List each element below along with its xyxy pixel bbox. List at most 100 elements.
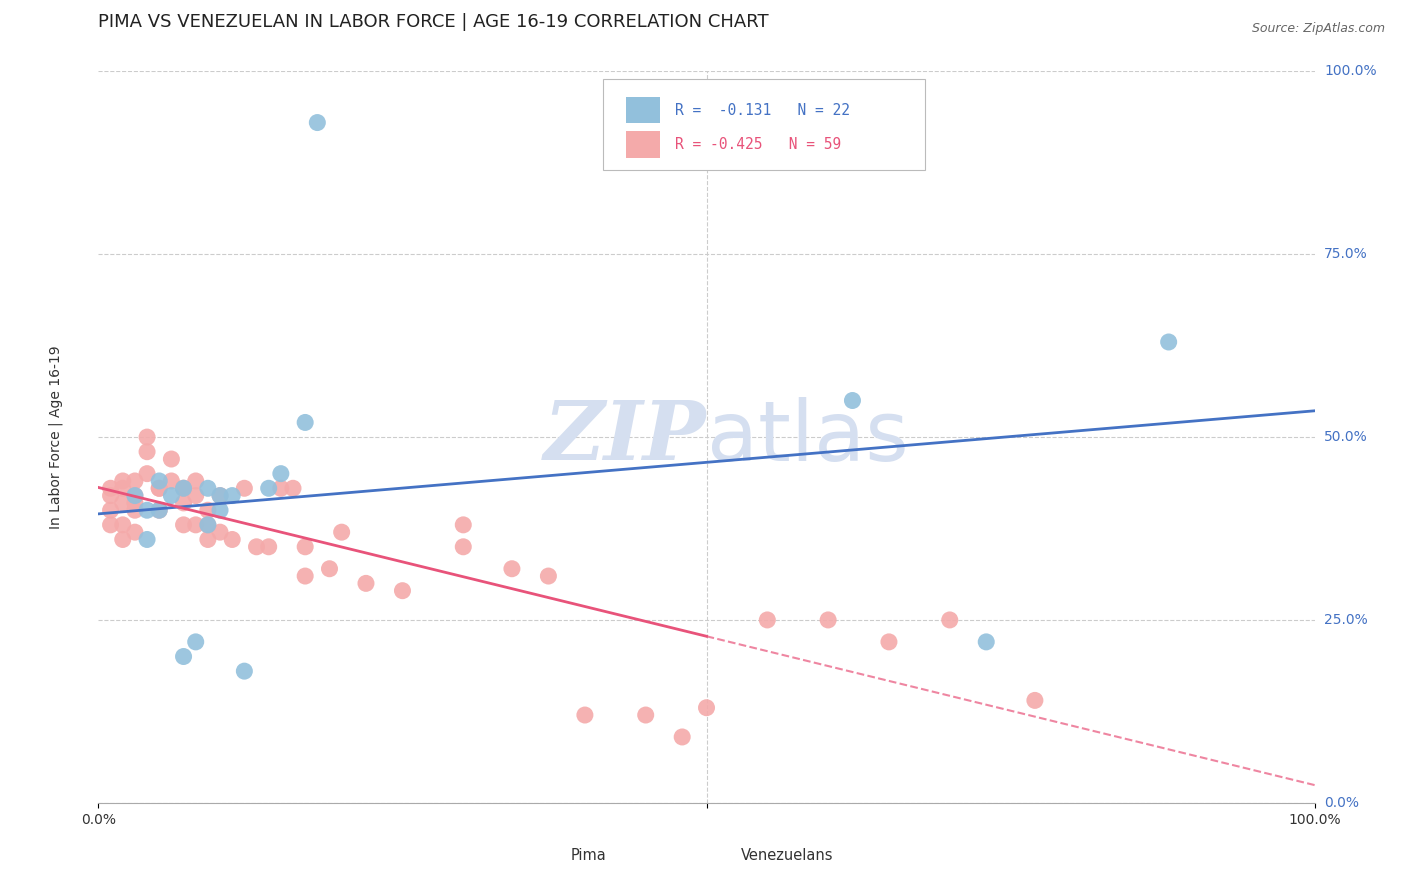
Point <box>124 489 146 503</box>
Point <box>173 496 195 510</box>
Point <box>939 613 962 627</box>
Point <box>671 730 693 744</box>
Point <box>100 517 122 532</box>
Point <box>124 474 146 488</box>
Point <box>307 115 329 129</box>
Text: In Labor Force | Age 16-19: In Labor Force | Age 16-19 <box>49 345 63 529</box>
Point <box>453 517 475 532</box>
Point <box>696 700 718 714</box>
Point <box>817 613 839 627</box>
Point <box>233 664 256 678</box>
Point <box>209 525 232 540</box>
Point <box>318 562 340 576</box>
Point <box>270 467 292 481</box>
Point <box>184 517 207 532</box>
Point <box>111 517 134 532</box>
Point <box>221 533 243 547</box>
Point <box>233 481 256 495</box>
Point <box>160 474 183 488</box>
Point <box>111 474 134 488</box>
Point <box>136 467 159 481</box>
Point <box>124 503 146 517</box>
Point <box>160 489 183 503</box>
Text: 25.0%: 25.0% <box>1324 613 1368 627</box>
Point <box>148 503 170 517</box>
Point <box>294 540 316 554</box>
Point <box>453 540 475 554</box>
Point <box>197 481 219 495</box>
Text: ZIP: ZIP <box>544 397 707 477</box>
Point <box>184 474 207 488</box>
Point <box>257 540 280 554</box>
Point <box>1157 334 1180 349</box>
Point <box>173 517 195 532</box>
Text: atlas: atlas <box>707 397 908 477</box>
Text: Source: ZipAtlas.com: Source: ZipAtlas.com <box>1251 22 1385 36</box>
Point <box>197 533 219 547</box>
Point <box>537 569 560 583</box>
Point <box>354 576 377 591</box>
Point <box>270 481 292 495</box>
Point <box>257 481 280 495</box>
Point <box>1024 693 1046 707</box>
Text: PIMA VS VENEZUELAN IN LABOR FORCE | AGE 16-19 CORRELATION CHART: PIMA VS VENEZUELAN IN LABOR FORCE | AGE … <box>98 13 769 31</box>
Point <box>100 503 122 517</box>
Point <box>160 452 183 467</box>
Point <box>281 481 304 495</box>
Point <box>173 481 195 495</box>
Point <box>136 430 159 444</box>
Point <box>330 525 353 540</box>
Point <box>756 613 779 627</box>
Point <box>136 533 159 547</box>
Point <box>391 583 413 598</box>
Point <box>184 489 207 503</box>
Point <box>148 503 170 517</box>
Point <box>111 533 134 547</box>
Text: 0.0%: 0.0% <box>1324 796 1360 810</box>
Point <box>294 416 316 430</box>
Point <box>974 635 997 649</box>
Bar <box>626 97 661 123</box>
Point <box>184 635 207 649</box>
Text: 100.0%: 100.0% <box>1324 64 1376 78</box>
Point <box>173 481 195 495</box>
Point <box>148 481 170 495</box>
Bar <box>536 846 561 866</box>
Point <box>173 481 195 495</box>
Point <box>148 481 170 495</box>
Point <box>294 569 316 583</box>
Point <box>124 525 146 540</box>
Text: 50.0%: 50.0% <box>1324 430 1368 444</box>
Point <box>209 503 232 517</box>
Point <box>221 489 243 503</box>
Point <box>197 517 219 532</box>
Point <box>501 562 523 576</box>
Point <box>100 489 122 503</box>
Point <box>111 496 134 510</box>
Text: R =  -0.131   N = 22: R = -0.131 N = 22 <box>675 103 849 118</box>
Point <box>245 540 267 554</box>
Bar <box>626 131 661 158</box>
Point <box>111 481 134 495</box>
Text: R = -0.425   N = 59: R = -0.425 N = 59 <box>675 137 841 152</box>
FancyBboxPatch shape <box>603 78 925 170</box>
Point <box>100 481 122 495</box>
Point <box>197 503 219 517</box>
Point <box>136 444 159 458</box>
Text: 75.0%: 75.0% <box>1324 247 1368 261</box>
Point <box>209 489 232 503</box>
Bar <box>707 846 731 866</box>
Point <box>634 708 657 723</box>
Point <box>197 517 219 532</box>
Point <box>148 474 170 488</box>
Text: Venezuelans: Venezuelans <box>741 848 834 863</box>
Text: Pima: Pima <box>571 848 606 863</box>
Point <box>124 489 146 503</box>
Point <box>124 496 146 510</box>
Point <box>209 489 232 503</box>
Point <box>136 503 159 517</box>
Point <box>173 649 195 664</box>
Point <box>877 635 900 649</box>
Point <box>574 708 596 723</box>
Point <box>841 393 863 408</box>
